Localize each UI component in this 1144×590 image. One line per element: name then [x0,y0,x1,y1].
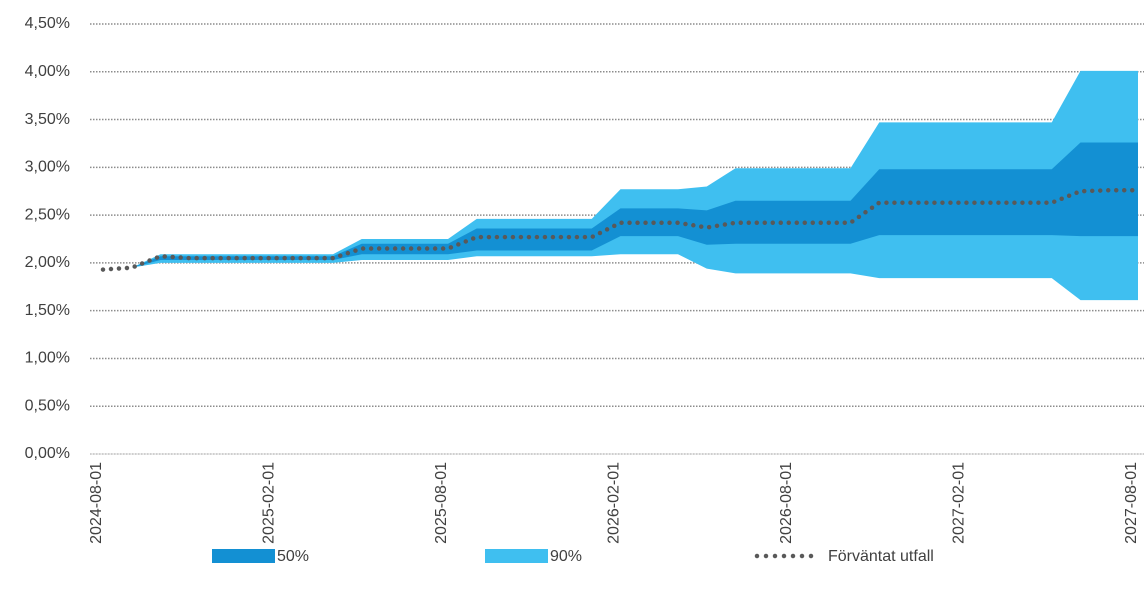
legend-swatch [485,549,548,563]
y-tick-label: 4,50% [25,15,70,32]
legend-item: 50% [212,548,309,565]
y-tick-label: 2,50% [25,206,70,223]
x-tick-label: 2025-08-01 [433,462,450,544]
band [103,142,1138,270]
y-tick-label: 3,00% [25,159,70,176]
expected-line [100,188,1141,272]
y-tick-label: 1,50% [25,302,70,319]
legend-label: 50% [277,548,309,565]
x-tick-label: 2027-08-01 [1123,462,1140,544]
legend-label: Förväntat utfall [828,548,934,565]
legend-item: Förväntat utfall [754,548,934,565]
y-tick-label: 0,50% [25,397,70,414]
y-tick-label: 1,00% [25,350,70,367]
y-tick-label: 3,50% [25,111,70,128]
x-tick-label: 2024-08-01 [88,462,105,544]
legend-swatch [212,549,275,563]
y-tick-label: 2,00% [25,254,70,271]
x-tick-label: 2027-02-01 [951,462,968,544]
x-tick-label: 2026-02-01 [606,462,623,544]
band [103,70,1138,301]
legend-item: 90% [485,548,582,565]
y-tick-label: 0,00% [25,445,70,462]
legend-label: 90% [550,548,582,565]
x-tick-label: 2025-02-01 [261,462,278,544]
x-tick-label: 2026-08-01 [778,462,795,544]
y-tick-label: 4,00% [25,63,70,80]
